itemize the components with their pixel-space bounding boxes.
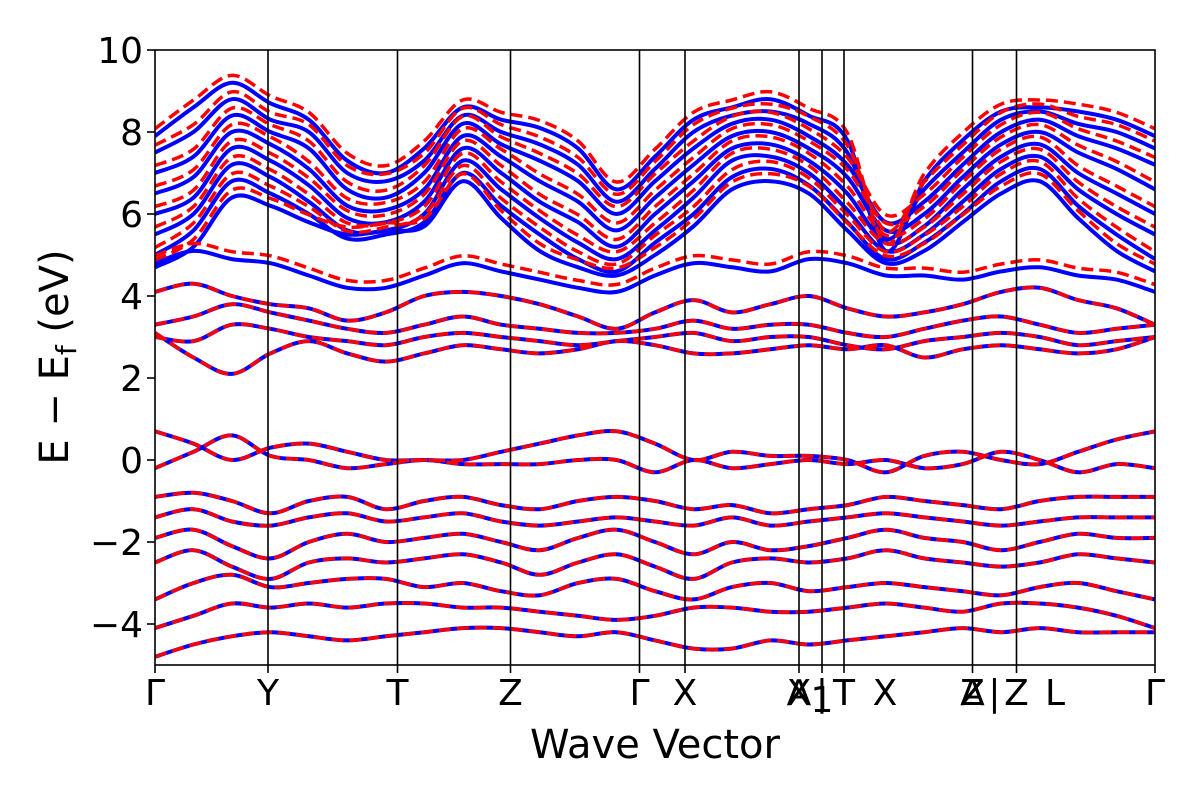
band-line-dashed <box>155 331 1155 376</box>
y-axis-ticks: −4 −2 0 2 4 6 8 10 <box>90 31 155 646</box>
y-axis-title-subscript: f <box>50 344 83 355</box>
x-tick-label: Z <box>960 673 985 714</box>
y-axis-title-main: E − E <box>32 355 78 465</box>
band-line-dashed <box>155 105 1155 218</box>
x-tick-label: 1 <box>811 680 834 721</box>
x-tick-label: A <box>960 673 985 714</box>
band-line-solid <box>155 128 1155 234</box>
band-line-dashed <box>155 158 1155 267</box>
band-line-dashed <box>155 121 1155 227</box>
band-line-dashed <box>155 490 1155 516</box>
band-line-dashed <box>155 146 1155 254</box>
band-line-dashed <box>155 73 1155 246</box>
x-tick-label: | <box>988 673 1000 714</box>
band-line-dashed <box>155 133 1155 242</box>
band-line-dashed <box>155 171 1155 271</box>
x-tick-label: X <box>673 673 698 714</box>
kpoint-lines <box>267 50 1018 665</box>
band-line-dashed <box>155 281 1155 331</box>
x-axis-title: Wave Vector <box>530 722 781 768</box>
band-line-dashed <box>155 600 1155 630</box>
band-line-dashed <box>155 322 1155 352</box>
band-line-solid <box>155 548 1155 581</box>
band-line-solid <box>155 153 1155 262</box>
band-line-dashed <box>155 429 1155 475</box>
band-line-dashed <box>155 548 1155 581</box>
y-tick-label: 4 <box>120 277 143 318</box>
x-tick-label: X <box>873 673 898 714</box>
y-tick-label: 2 <box>120 359 143 400</box>
x-tick-label: L <box>1045 673 1065 714</box>
band-line-dashed <box>155 625 1155 659</box>
x-tick-label: A <box>787 673 812 714</box>
band-line-solid <box>155 178 1155 278</box>
band-line-dashed <box>155 527 1155 561</box>
x-tick-label: Γ <box>1145 673 1165 714</box>
band-line-solid <box>155 112 1155 226</box>
x-tick-label: T <box>832 673 856 714</box>
x-tick-label: Z <box>498 673 523 714</box>
x-tick-label: Y <box>256 673 280 714</box>
y-tick-label: 8 <box>120 113 143 154</box>
y-tick-label: 10 <box>97 31 143 72</box>
band-line-solid <box>155 331 1155 376</box>
x-tick-label: Z <box>1004 673 1029 714</box>
band-line-dashed <box>155 433 1155 475</box>
band-line-solid <box>155 97 1155 242</box>
x-axis-ticks: Γ Y T Z Γ X AX 1| T X AZ | Z L Γ <box>145 665 1165 721</box>
x-tick-label: Γ <box>145 673 165 714</box>
band-line-solid <box>155 141 1155 249</box>
y-axis-title: E − Ef (eV) <box>32 249 83 464</box>
band-line-solid <box>155 248 1155 295</box>
band-line-solid <box>155 527 1155 561</box>
x-tick-label: X <box>787 673 812 714</box>
x-tick-label: T <box>386 673 410 714</box>
band-line-dashed <box>155 507 1155 528</box>
band-line-solid <box>155 433 1155 475</box>
plot-frame <box>154 49 1156 666</box>
band-line-solid <box>155 80 1155 254</box>
y-tick-label: −4 <box>90 605 143 646</box>
x-tick-label: | <box>816 673 828 714</box>
y-tick-label: −2 <box>90 523 143 564</box>
band-line-dashed <box>155 90 1155 234</box>
bands-layer <box>155 73 1155 659</box>
y-axis-title-unit: (eV) <box>32 249 78 345</box>
y-tick-label: 6 <box>120 195 143 236</box>
band-line-dashed <box>155 241 1155 287</box>
band-line-dashed <box>155 573 1155 602</box>
x-tick-label: Γ <box>629 673 649 714</box>
band-line-dashed <box>155 302 1155 339</box>
y-tick-label: 0 <box>120 441 143 482</box>
